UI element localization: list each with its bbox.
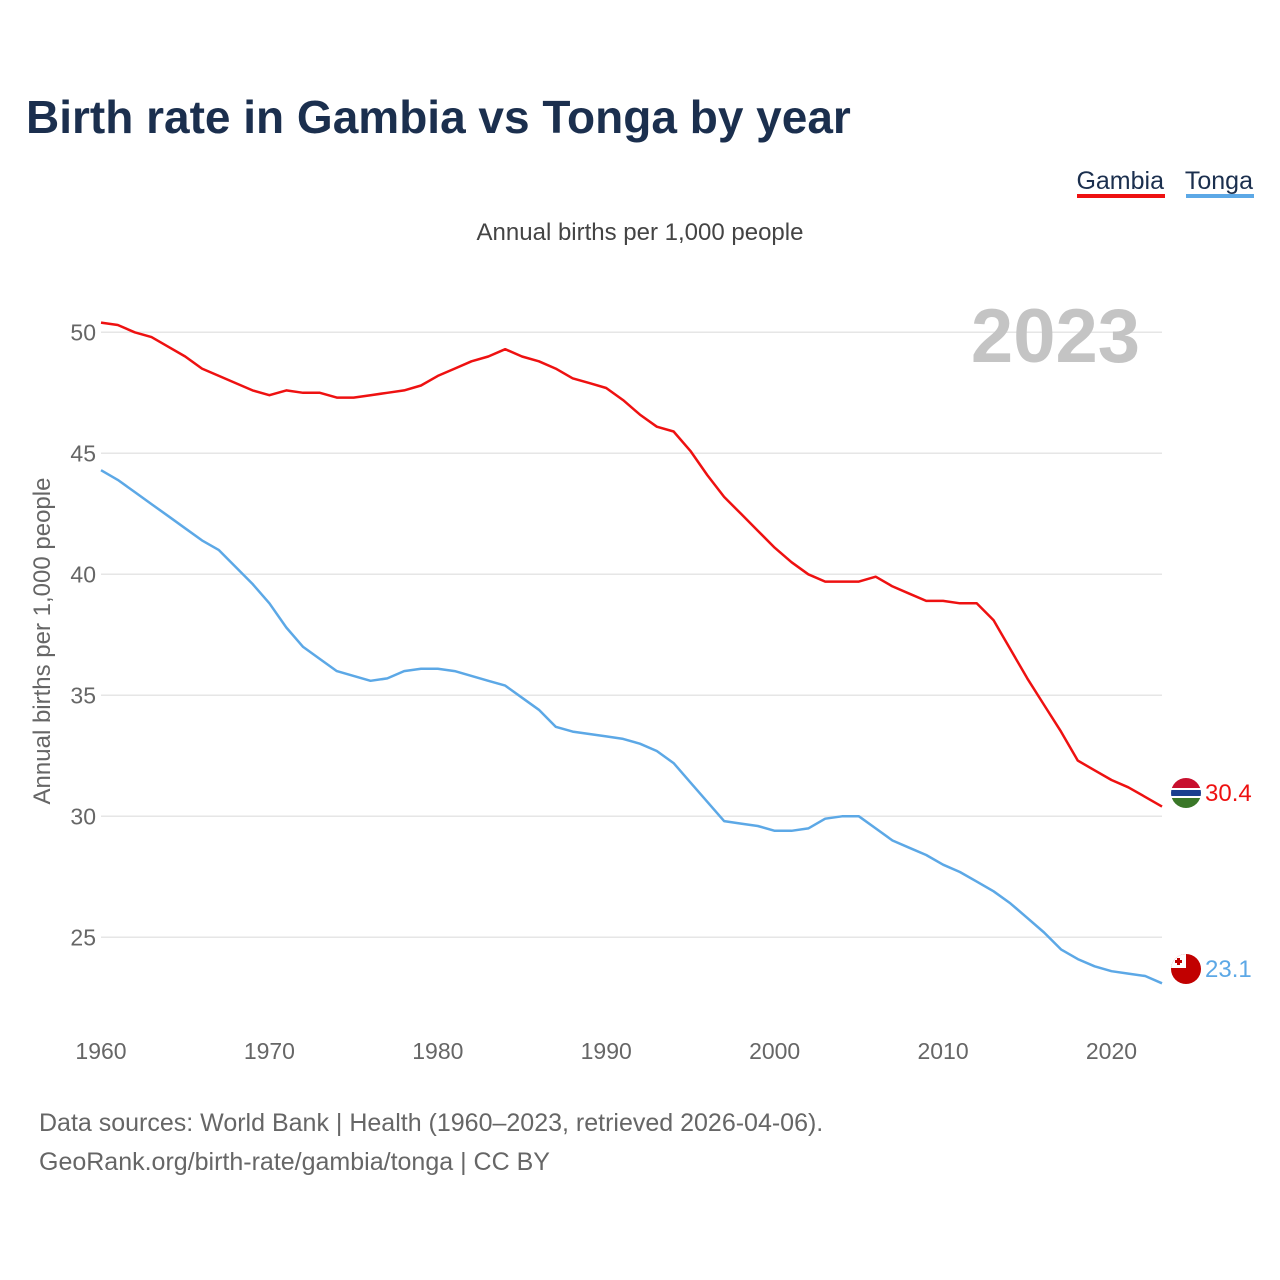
x-tick-label: 1960: [75, 1038, 126, 1064]
legend-gambia-label[interactable]: Gambia: [1076, 167, 1164, 195]
y-tick-label: 40: [70, 561, 96, 587]
gridlines: [101, 331, 1162, 939]
y-tick-label: 50: [70, 319, 96, 345]
series-lines: [100, 321, 1163, 985]
legend: Gambia Tonga: [1076, 167, 1254, 198]
gambia-end-value: 30.4: [1205, 780, 1252, 807]
x-axis-ticks: 1960 1970 1980 1990 2000 2010 2020: [75, 1038, 1137, 1064]
y-tick-label: 30: [70, 803, 96, 829]
footer-url[interactable]: GeoRank.org/birth-rate/gambia/tonga | CC…: [39, 1148, 550, 1176]
gambia-flag-icon: [1171, 778, 1201, 808]
y-tick-label: 25: [70, 924, 96, 950]
x-tick-label: 1970: [244, 1038, 295, 1064]
x-tick-label: 1980: [412, 1038, 463, 1064]
tonga-end-value: 23.1: [1205, 956, 1252, 983]
series-line-gambia[interactable]: [100, 321, 1163, 808]
tonga-flag-icon: [1171, 954, 1201, 984]
x-tick-label: 2010: [917, 1038, 968, 1064]
chart-subtitle: Annual births per 1,000 people: [477, 219, 804, 246]
x-tick-label: 1990: [581, 1038, 632, 1064]
x-tick-label: 2000: [749, 1038, 800, 1064]
legend-tonga-swatch: [1186, 194, 1254, 198]
footer-sources: Data sources: World Bank | Health (1960–…: [39, 1109, 823, 1137]
legend-gambia-swatch: [1077, 194, 1165, 198]
legend-tonga-label[interactable]: Tonga: [1185, 167, 1253, 195]
y-axis-label: Annual births per 1,000 people: [29, 478, 56, 805]
chart-title: Birth rate in Gambia vs Tonga by year: [26, 91, 851, 143]
y-axis-ticks: 25 30 35 40 45 50: [70, 319, 96, 950]
x-tick-label: 2020: [1086, 1038, 1137, 1064]
y-tick-label: 35: [70, 682, 96, 708]
current-year-watermark: 2023: [971, 294, 1140, 379]
y-tick-label: 45: [70, 440, 96, 466]
series-line-tonga[interactable]: [100, 469, 1163, 985]
